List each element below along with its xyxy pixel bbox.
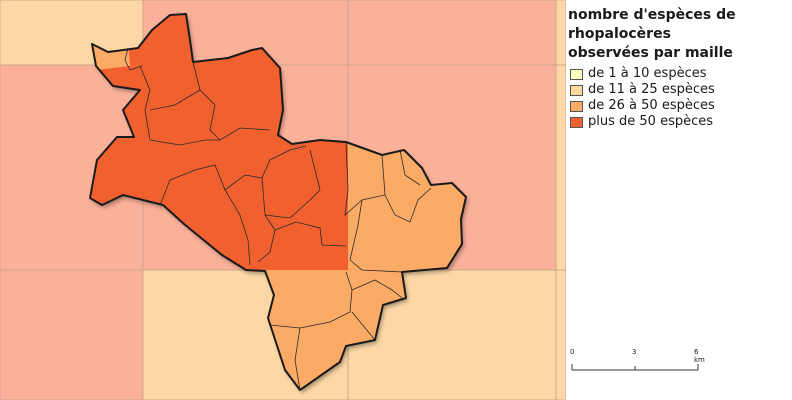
legend-items: de 1 à 10 espèces de 11 à 25 espèces de … [570,66,715,130]
scale-line [571,364,699,371]
legend-label: de 1 à 10 espèces [588,66,707,81]
legend-title: nombre d'espèces de rhopalocères observé… [568,7,736,61]
legend-swatch [570,84,583,96]
legend-label: plus de 50 espèces [588,114,714,129]
scale-label-0: 0 [570,348,575,356]
legend-label: de 26 à 50 espèces [588,98,715,113]
scale-bar: 0 3 6 km [570,348,710,378]
legend-item: de 26 à 50 espèces [570,98,715,114]
scale-label-3: 3 [632,348,637,356]
grid-cell [555,269,566,400]
grid-cell [0,269,144,400]
grid-cell [555,0,566,66]
grid-cell [555,64,566,271]
legend-swatch [570,116,583,128]
legend: nombre d'espèces de rhopalocères observé… [566,0,792,400]
legend-swatch [570,100,583,112]
commune-boundaries [124,47,432,391]
legend-item: de 11 à 25 espèces [570,82,715,98]
grid-cell [347,0,557,66]
legend-item: plus de 50 espèces [570,114,715,130]
scale-label-6: 6 km [694,348,705,364]
species-map [0,0,566,400]
legend-item: de 1 à 10 espèces [570,66,715,82]
legend-swatch [570,68,583,80]
legend-label: de 11 à 25 espèces [588,82,715,97]
region-outline [89,13,467,391]
